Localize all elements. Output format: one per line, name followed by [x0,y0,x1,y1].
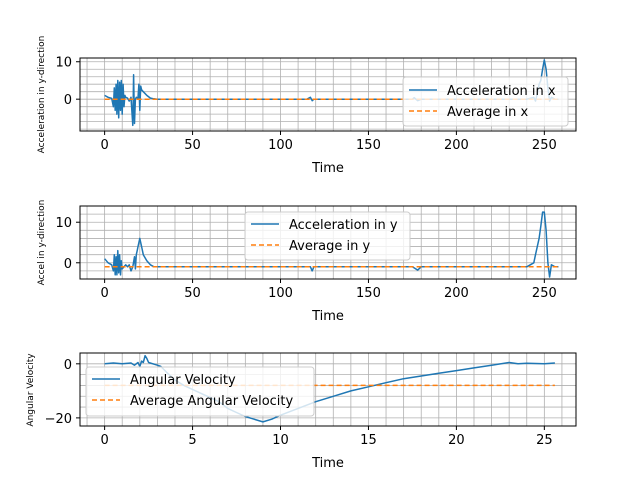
panel-3-ylabel: Angular Velocity [26,353,36,427]
panel-3-legend-label-average: Average Angular Velocity [130,394,293,409]
panel-2-legend-label-average: Average in y [289,239,370,254]
panel-3-xtick-label: 25 [536,433,553,448]
panel-1-legend-label-series: Acceleration in x [447,84,556,99]
panel-1-xlabel: Time [311,161,344,176]
panel-2-xtick-label: 50 [184,286,201,301]
panel-3-legend-box [85,366,315,417]
panel-2-ylabel: Accel in y-direction [37,200,47,286]
panel-3-xtick-label: 0 [100,433,108,448]
panel-2-ytick-label: 0 [64,257,72,272]
panel-2-frame [79,205,577,280]
panel-3-xlabel: Time [311,456,344,471]
panel-3-ytick-label: 0 [64,358,72,373]
panel-3-legend-label-series: Angular Velocity [130,373,236,388]
panel-1-ticks: 0 50 100 150 200 250 0 10 [55,56,556,153]
panel-1-legend: Acceleration in x Average in x [402,76,569,127]
panel-2-xtick-label: 250 [532,286,557,301]
panel-3: 0 5 10 15 20 25 0 −20 Time Angular Velocity Ang… [26,352,577,471]
panel-2-legend-label-series: Acceleration in y [289,218,398,233]
panel-1-ytick-label: 10 [55,56,72,71]
panel-3-xtick-label: 15 [360,433,377,448]
panel-1-xtick-label: 100 [268,138,293,153]
panel-1: 0 50 100 150 200 250 0 10 Time Acceleration in … [37,36,577,176]
panel-1-xtick-label: 200 [444,138,469,153]
panel-2-xtick-label: 100 [268,286,293,301]
panel-1-frame [79,57,577,132]
panel-2-series-line [104,211,559,278]
panel-2-ytick-label: 10 [55,216,72,231]
panel-2-ticks: 0 50 100 150 200 250 0 10 [55,216,556,301]
panel-1-ylabel: Acceleration in y-direction [37,36,47,154]
panel-1-ytick-label: 0 [64,93,72,108]
panel-2-legend-box [244,211,411,261]
panel-3-ytick-label: −20 [45,412,72,427]
panel-3-ticks: 0 5 10 15 20 25 0 −20 [45,358,553,448]
panel-2-xlabel: Time [311,309,344,324]
panel-1-xtick-label: 0 [100,138,108,153]
panel-2-xtick-label: 200 [444,286,469,301]
panel-3-xtick-label: 20 [448,433,465,448]
panel-3-xtick-label: 5 [188,433,196,448]
panel-1-xtick-label: 150 [356,138,381,153]
panel-1-xtick-label: 50 [184,138,201,153]
panel-3-legend: Angular Velocity Average Angular Velocit… [85,366,315,417]
panel-2-legend: Acceleration in y Average in y [244,211,411,261]
panel-3-frame [79,352,577,427]
panel-3-xtick-label: 10 [272,433,289,448]
panel-2: 0 50 100 150 200 250 0 10 Time Accel in y-direc… [37,200,577,324]
panel-1-legend-box [402,76,569,127]
panel-1-legend-label-average: Average in x [447,105,528,120]
panel-2-xtick-label: 0 [100,286,108,301]
panel-1-xtick-label: 250 [532,138,557,153]
panel-2-xtick-label: 150 [356,286,381,301]
panel-2-series [104,211,559,278]
